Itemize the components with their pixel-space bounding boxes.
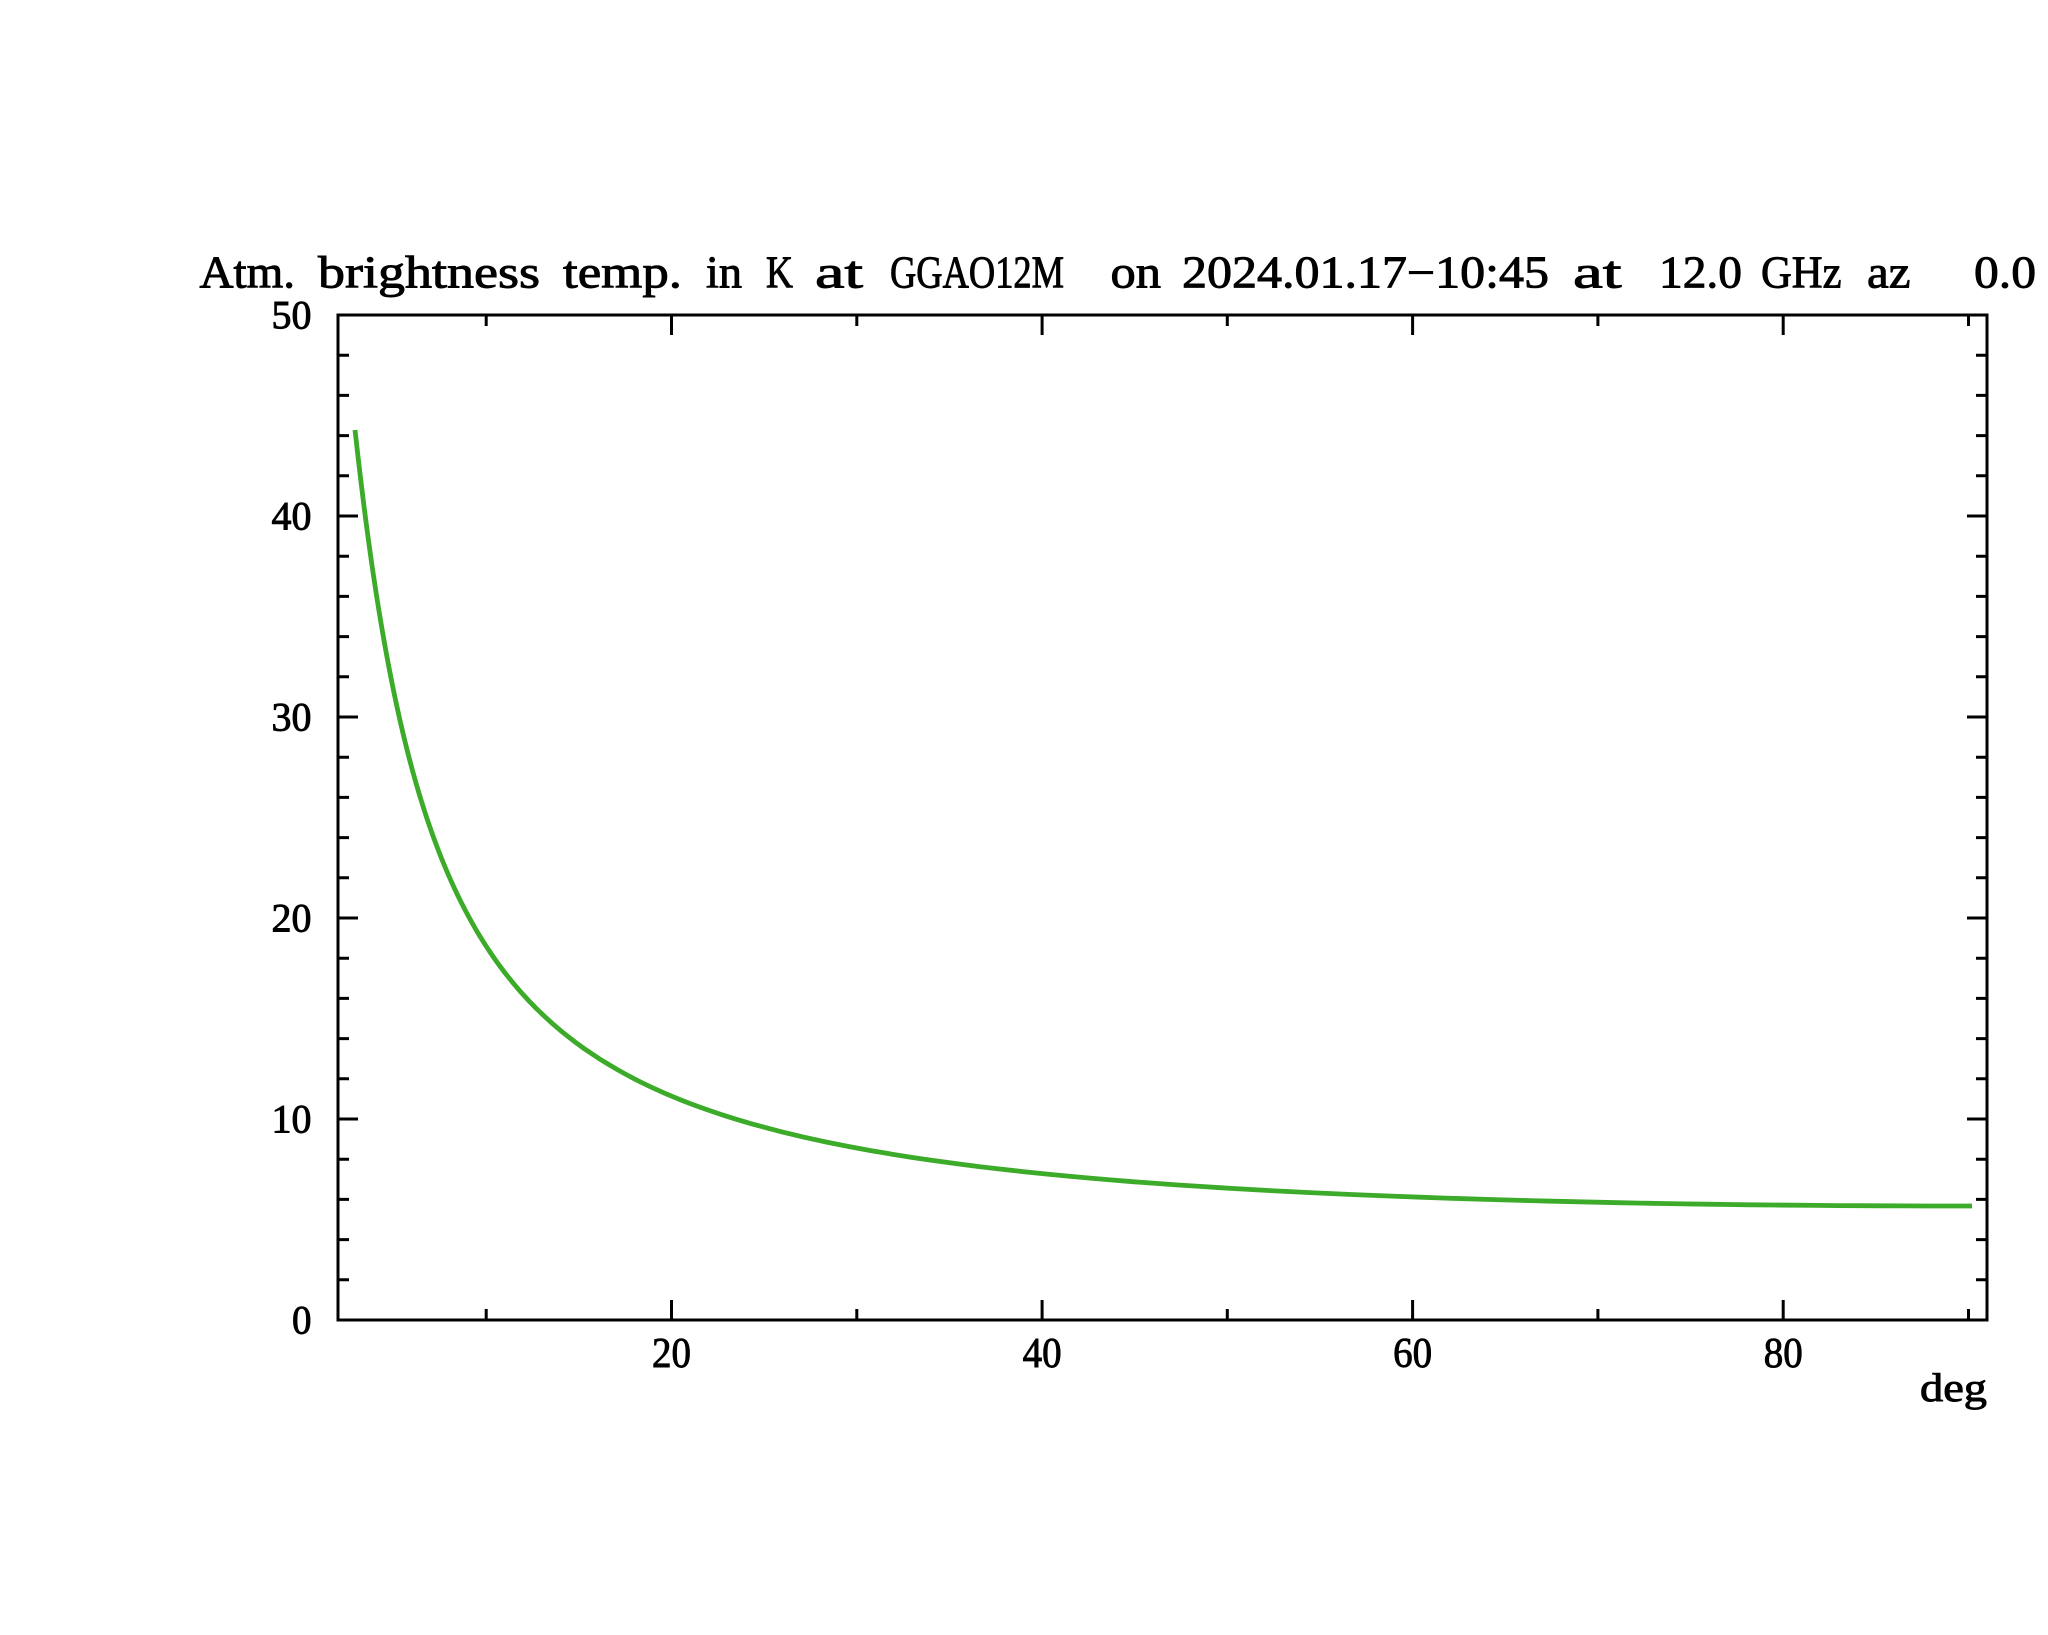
- svg-text:40: 40: [1023, 1330, 1062, 1377]
- svg-text:0: 0: [292, 1298, 312, 1343]
- svg-text:50: 50: [272, 293, 312, 338]
- svg-text:az: az: [1867, 248, 1911, 298]
- svg-text:temp.: temp.: [563, 248, 682, 298]
- svg-text:20: 20: [272, 896, 312, 941]
- svg-text:40: 40: [272, 494, 312, 539]
- svg-text:at: at: [1573, 248, 1622, 298]
- svg-text:Atm.: Atm.: [200, 248, 296, 298]
- svg-text:30: 30: [272, 695, 312, 740]
- svg-text:at: at: [815, 248, 864, 298]
- svg-text:20: 20: [652, 1330, 691, 1377]
- svg-text:2024.01.17−10:45: 2024.01.17−10:45: [1182, 248, 1549, 298]
- svg-text:10: 10: [272, 1097, 312, 1142]
- svg-text:on: on: [1111, 248, 1162, 298]
- svg-text:GHz: GHz: [1761, 248, 1842, 298]
- svg-text:K: K: [766, 248, 793, 298]
- svg-text:GGAO12M: GGAO12M: [890, 248, 1064, 298]
- svg-text:deg: deg: [1920, 1365, 1987, 1410]
- svg-text:12.0: 12.0: [1659, 248, 1742, 298]
- svg-text:brightness: brightness: [318, 248, 540, 298]
- svg-text:80: 80: [1764, 1330, 1803, 1377]
- svg-text:0.0: 0.0: [1974, 248, 2036, 298]
- svg-text:60: 60: [1393, 1330, 1432, 1377]
- svg-text:in: in: [706, 248, 742, 298]
